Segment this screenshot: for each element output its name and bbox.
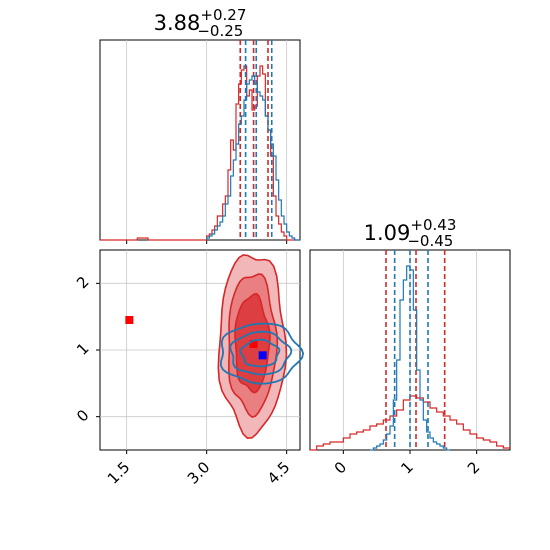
- title-right-minus: −0.45: [407, 232, 453, 250]
- tick-label-right-1: 1: [397, 458, 416, 477]
- contour-1-1: [229, 330, 293, 376]
- panel-bottom-right: 0 1 2 1.09+0.43 −0.45: [309, 216, 511, 478]
- title-top-value: 3.88: [154, 11, 201, 35]
- title-top: 3.88+0.27 −0.25: [154, 6, 247, 40]
- grid-top: [126, 40, 288, 244]
- histogram-frame-top: [99, 39, 301, 241]
- tick-label-right-0: 0: [331, 458, 350, 477]
- histogram-line-top-1: [206, 75, 300, 241]
- tick-label-right-2: 2: [464, 458, 483, 477]
- contour-series: [125, 254, 305, 440]
- title-top-plus: +0.27: [200, 6, 246, 24]
- title-right-value: 1.09: [364, 221, 411, 245]
- tick-label-y-joint-2: 2: [73, 273, 92, 292]
- contour-1-2: [239, 338, 281, 368]
- tick-label-x-joint-0: 1.5: [104, 458, 134, 488]
- ticks-right: 0 1 2: [331, 450, 483, 478]
- tick-label-x-joint-2: 4.5: [264, 458, 294, 488]
- contour-1-0: [219, 322, 305, 385]
- marker-1-0: [258, 351, 267, 360]
- marker-0-1: [249, 340, 258, 348]
- tick-label-x-joint-1: 3.0: [184, 458, 214, 488]
- panel-top-left: 3.88+0.27 −0.25: [99, 6, 301, 244]
- histogram-series-top: [100, 40, 300, 241]
- title-top-minus: −0.25: [197, 22, 243, 40]
- tick-label-y-joint-1: 1: [73, 339, 92, 358]
- panel-bottom-left: 1.5 3.0 4.5 0 1 2: [73, 249, 305, 488]
- histogram-line-top-0: [100, 65, 300, 241]
- title-right: 1.09+0.43 −0.45: [364, 216, 457, 250]
- title-right-plus: +0.43: [410, 216, 456, 234]
- marker-0-0: [125, 316, 134, 324]
- tick-label-y-joint-0: 0: [73, 406, 92, 425]
- histogram-series-right: [310, 250, 510, 451]
